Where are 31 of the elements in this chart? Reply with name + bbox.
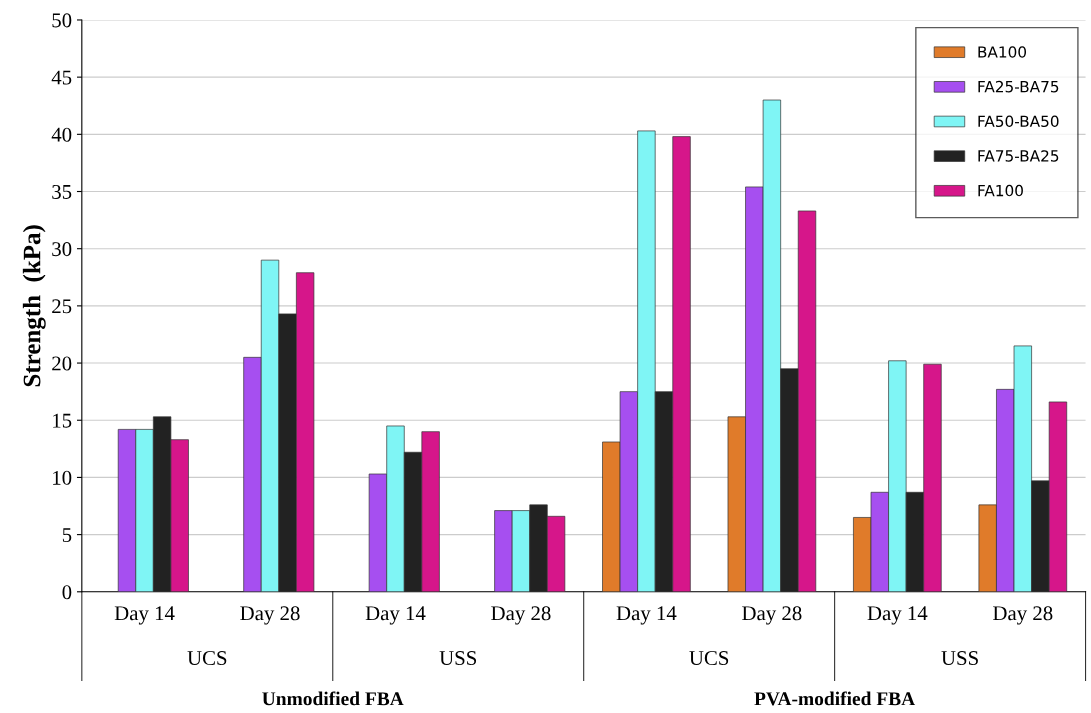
x-tick-label: Day 28 <box>742 606 802 625</box>
y-tick-label: 15 <box>53 413 72 428</box>
legend-label: FA75-BA25 <box>978 150 1059 162</box>
x-tick-label: Day 14 <box>867 606 928 625</box>
text: USS <box>439 651 477 666</box>
y-axis-title: Strength (kPa) <box>22 225 46 387</box>
y-tick-label: 20 <box>52 356 72 371</box>
text: USS <box>941 651 978 666</box>
y-tick-label: 50 <box>52 13 72 28</box>
x-tick-label: Day 28 <box>240 606 300 625</box>
y-tick-label: 35 <box>52 184 72 199</box>
x-tick-label: Day 14 <box>365 606 426 625</box>
y-tick-label: 30 <box>52 242 72 257</box>
text: PVA-modified FBA <box>754 691 916 706</box>
x-tick-label: Day 14 <box>114 606 175 625</box>
y-tick-label: 10 <box>53 470 72 485</box>
x-tick-label: Day 28 <box>491 606 551 625</box>
legend-label: BA100 <box>978 46 1027 58</box>
y-tick-label: 25 <box>52 299 72 314</box>
text: Unmodified FBA <box>262 691 404 706</box>
x-tick-label: Day 28 <box>993 606 1053 625</box>
y-tick-label: 45 <box>51 70 72 85</box>
text: UCS <box>187 651 227 666</box>
legend-label: FA100 <box>978 184 1023 197</box>
text: UCS <box>689 651 729 666</box>
y-tick-label: 5 <box>62 528 72 543</box>
legend-label: FA50-BA50 <box>978 115 1059 128</box>
y-tick-label: 0 <box>62 585 72 600</box>
x-tick-label: Day 14 <box>616 606 677 625</box>
y-tick-label: 40 <box>51 127 72 142</box>
legend-label: FA25-BA75 <box>978 80 1059 93</box>
